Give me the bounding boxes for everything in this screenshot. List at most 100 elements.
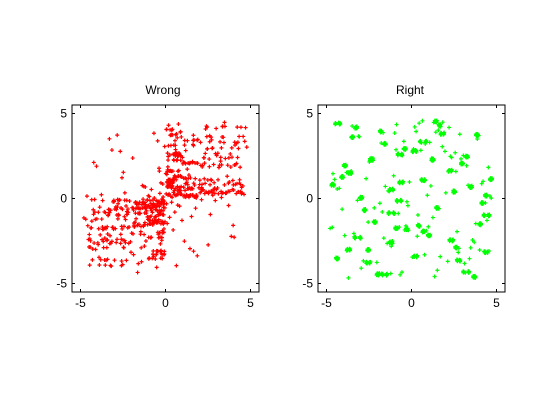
right-data-point: [391, 173, 396, 178]
wrong-data-point: [216, 191, 221, 196]
wrong-data-point: [177, 187, 182, 192]
right-data-point: [442, 149, 447, 154]
wrong-data-point: [229, 234, 234, 239]
wrong-data-point: [155, 209, 160, 214]
right-data-point: [394, 227, 399, 232]
wrong-data-point: [108, 263, 113, 268]
wrong-data-point: [139, 224, 144, 229]
wrong-data-point: [167, 152, 172, 157]
right-x-tick-label: 0: [408, 296, 415, 310]
wrong-data-point: [154, 219, 159, 224]
right-data-point: [425, 193, 430, 198]
wrong-data-point: [226, 181, 231, 186]
right-data-point: [377, 128, 382, 133]
wrong-data-point: [143, 184, 148, 189]
wrong-data-point: [119, 206, 124, 211]
wrong-data-point: [90, 257, 95, 262]
wrong-data-point: [173, 138, 178, 143]
wrong-data-point: [169, 169, 174, 174]
wrong-data-point: [151, 249, 156, 254]
right-data-point: [372, 205, 377, 210]
wrong-data-point: [234, 191, 239, 196]
right-data-point: [417, 121, 422, 126]
wrong-data-point: [166, 123, 171, 128]
wrong-data-point: [161, 212, 166, 217]
right-data-point: [435, 268, 440, 273]
right-data-point: [340, 207, 345, 212]
wrong-scatter-panel: Wrong -5 0 5 5 0 -5: [56, 83, 260, 310]
wrong-data-point: [149, 235, 154, 240]
right-data-point: [414, 149, 419, 154]
wrong-data-point: [206, 242, 211, 247]
wrong-data-point: [175, 135, 180, 140]
wrong-data-point: [165, 151, 170, 156]
wrong-data-point: [226, 203, 231, 208]
wrong-data-point: [204, 134, 209, 139]
wrong-data-point: [219, 145, 224, 150]
right-data-point: [426, 224, 431, 229]
wrong-data-point: [172, 158, 176, 163]
wrong-data-point: [162, 249, 167, 254]
wrong-data-point: [195, 253, 200, 258]
wrong-data-point: [106, 212, 111, 217]
wrong-data-point: [87, 263, 92, 268]
wrong-data-point: [229, 155, 234, 160]
wrong-data-point: [94, 164, 99, 169]
right-data-point: [337, 186, 342, 191]
wrong-data-point: [115, 133, 120, 138]
right-data-point: [398, 197, 403, 202]
wrong-data-point: [218, 159, 223, 164]
wrong-data-point: [198, 163, 203, 168]
right-data-point: [330, 225, 335, 230]
wrong-data-point: [122, 238, 127, 243]
wrong-data-point: [138, 232, 143, 237]
wrong-data-point: [183, 161, 188, 166]
wrong-data-point: [197, 178, 202, 183]
right-data-point: [365, 261, 370, 266]
wrong-data-point: [125, 212, 130, 217]
right-data-point: [410, 150, 415, 155]
wrong-data-point: [155, 138, 160, 143]
right-data-point: [440, 120, 445, 125]
right-data-point: [350, 124, 355, 129]
wrong-data-point: [134, 216, 139, 221]
wrong-data-point: [220, 134, 225, 139]
right-data-point: [355, 198, 360, 203]
wrong-data-point: [155, 230, 160, 235]
wrong-data-point: [162, 144, 167, 149]
wrong-data-point: [109, 148, 114, 153]
wrong-data-point: [175, 203, 180, 208]
wrong-data-point: [96, 210, 101, 215]
wrong-data-point: [189, 214, 194, 219]
wrong-data-point: [99, 217, 104, 222]
wrong-data-point: [90, 246, 95, 251]
wrong-data-point: [238, 165, 243, 170]
wrong-data-point: [137, 211, 142, 216]
wrong-data-point: [154, 198, 159, 203]
wrong-data-point: [151, 131, 156, 136]
right-data-point: [480, 201, 485, 206]
wrong-data-point: [103, 263, 108, 268]
wrong-data-point: [154, 265, 159, 270]
wrong-data-point: [178, 153, 183, 158]
right-data-point: [359, 196, 364, 201]
right-data-point: [379, 271, 384, 276]
wrong-data-point: [219, 162, 224, 167]
right-data-point: [380, 209, 385, 214]
wrong-data-point: [156, 212, 161, 217]
wrong-data-point: [98, 232, 103, 237]
wrong-data-point: [173, 143, 178, 148]
wrong-data-point: [95, 240, 100, 245]
right-data-point: [454, 244, 459, 249]
wrong-data-point: [210, 146, 215, 151]
wrong-data-point: [157, 199, 162, 204]
right-data-point: [396, 211, 401, 216]
wrong-data-point: [127, 199, 132, 204]
right-data-point: [440, 144, 445, 149]
wrong-data-point: [178, 158, 183, 163]
right-data-point: [404, 199, 409, 204]
right-y-tick-label: 0: [306, 192, 313, 206]
right-data-point: [390, 241, 395, 246]
